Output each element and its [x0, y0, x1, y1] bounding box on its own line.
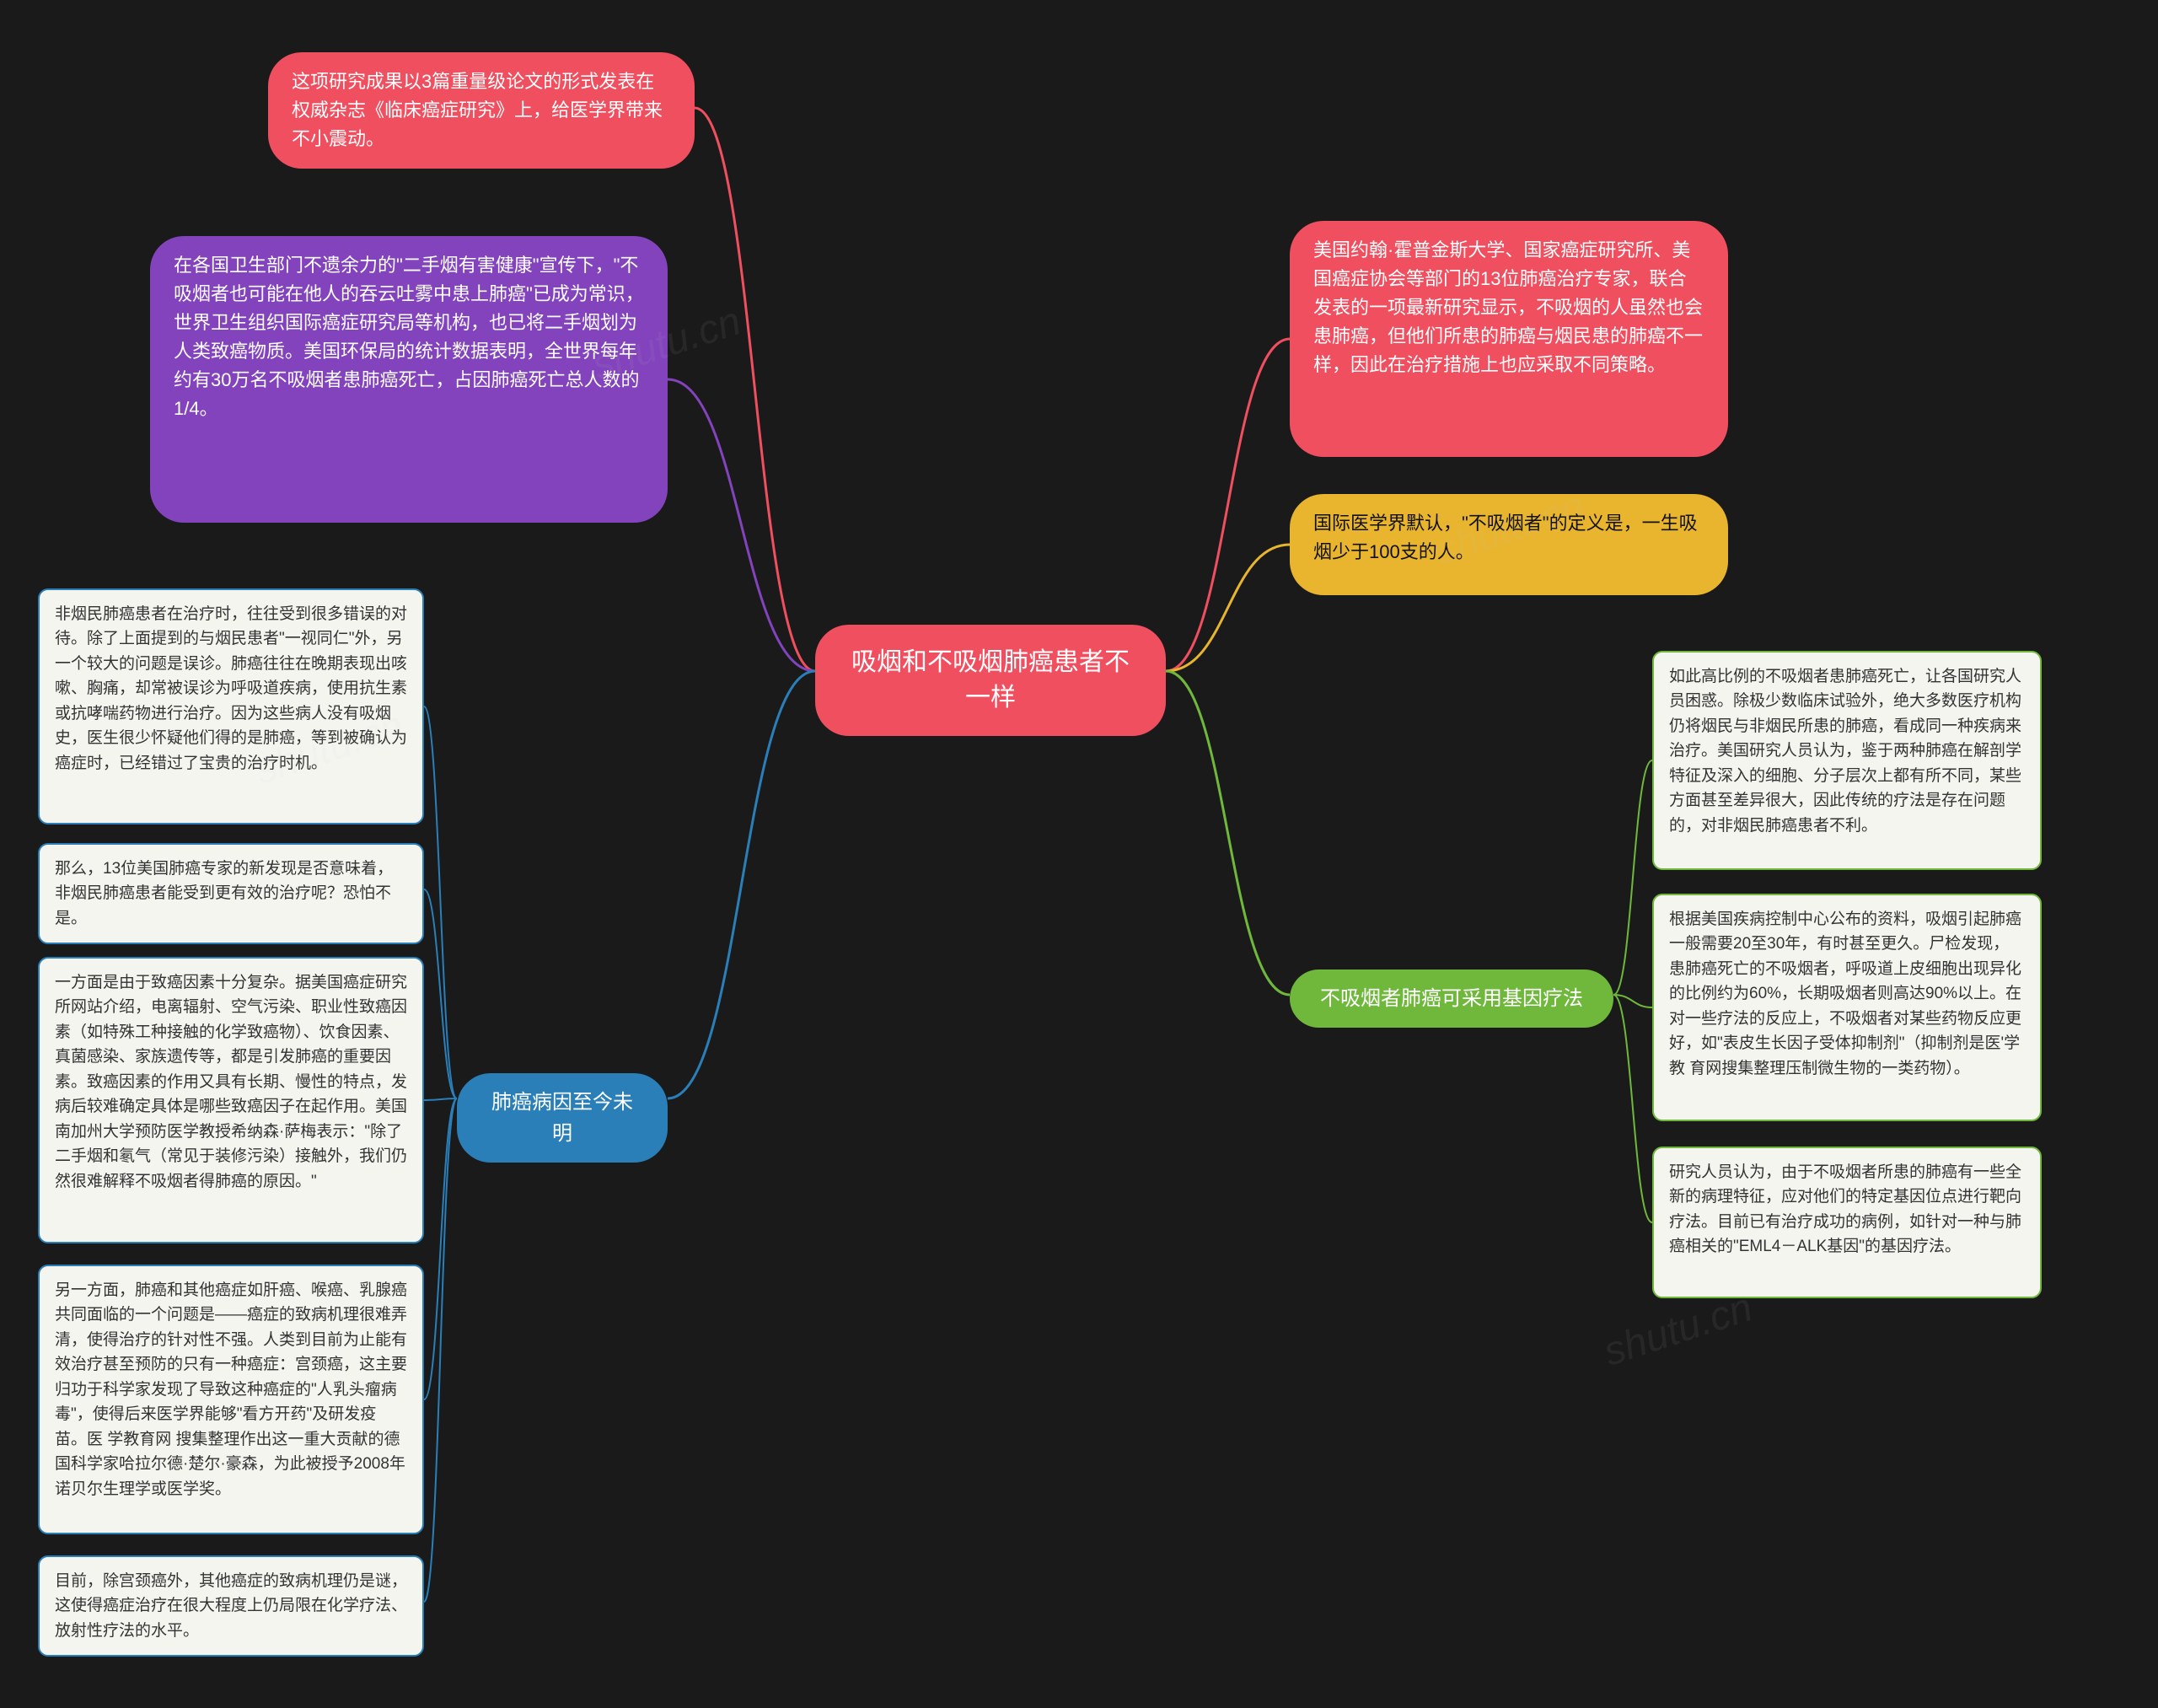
leaf-note[interactable]: 根据美国疾病控制中心公布的资料，吸烟引起肺癌一般需要20至30年，有时甚至更久。…	[1652, 894, 2042, 1121]
branch-research-finding[interactable]: 美国约翰·霍普金斯大学、国家癌症研究所、美国癌症协会等部门的13位肺癌治疗专家，…	[1290, 221, 1728, 457]
leaf-note[interactable]: 那么，13位美国肺癌专家的新发现是否意味着，非烟民肺癌患者能受到更有效的治疗呢？…	[38, 843, 424, 944]
leaf-note[interactable]: 一方面是由于致癌因素十分复杂。据美国癌症研究所网站介绍，电离辐射、空气污染、职业…	[38, 957, 424, 1243]
branch-secondhand-smoke[interactable]: 在各国卫生部门不遗余力的"二手烟有害健康"宣传下，"不吸烟者也可能在他人的吞云吐…	[150, 236, 668, 523]
mindmap-root[interactable]: 吸烟和不吸烟肺癌患者不 一样	[815, 625, 1166, 736]
branch-gene-therapy[interactable]: 不吸烟者肺癌可采用基因疗法	[1290, 969, 1613, 1028]
leaf-note[interactable]: 目前，除宫颈癌外，其他癌症的致病机理仍是谜，这使得癌症治疗在很大程度上仍局限在化…	[38, 1555, 424, 1657]
leaf-note[interactable]: 非烟民肺癌患者在治疗时，往往受到很多错误的对待。除了上面提到的与烟民患者"一视同…	[38, 588, 424, 824]
branch-nonsmoker-definition[interactable]: 国际医学界默认，"不吸烟者"的定义是，一生吸烟少于100支的人。	[1290, 494, 1728, 595]
branch-cause-unknown[interactable]: 肺癌病因至今未明	[457, 1073, 668, 1163]
leaf-note[interactable]: 如此高比例的不吸烟者患肺癌死亡，让各国研究人员困惑。除极少数临床试验外，绝大多数…	[1652, 651, 2042, 870]
leaf-note[interactable]: 研究人员认为，由于不吸烟者所患的肺癌有一些全新的病理特征，应对他们的特定基因位点…	[1652, 1147, 2042, 1298]
branch-publication[interactable]: 这项研究成果以3篇重量级论文的形式发表在权威杂志《临床癌症研究》上，给医学界带来…	[268, 52, 695, 169]
leaf-note[interactable]: 另一方面，肺癌和其他癌症如肝癌、喉癌、乳腺癌共同面临的一个问题是——癌症的致病机…	[38, 1265, 424, 1534]
